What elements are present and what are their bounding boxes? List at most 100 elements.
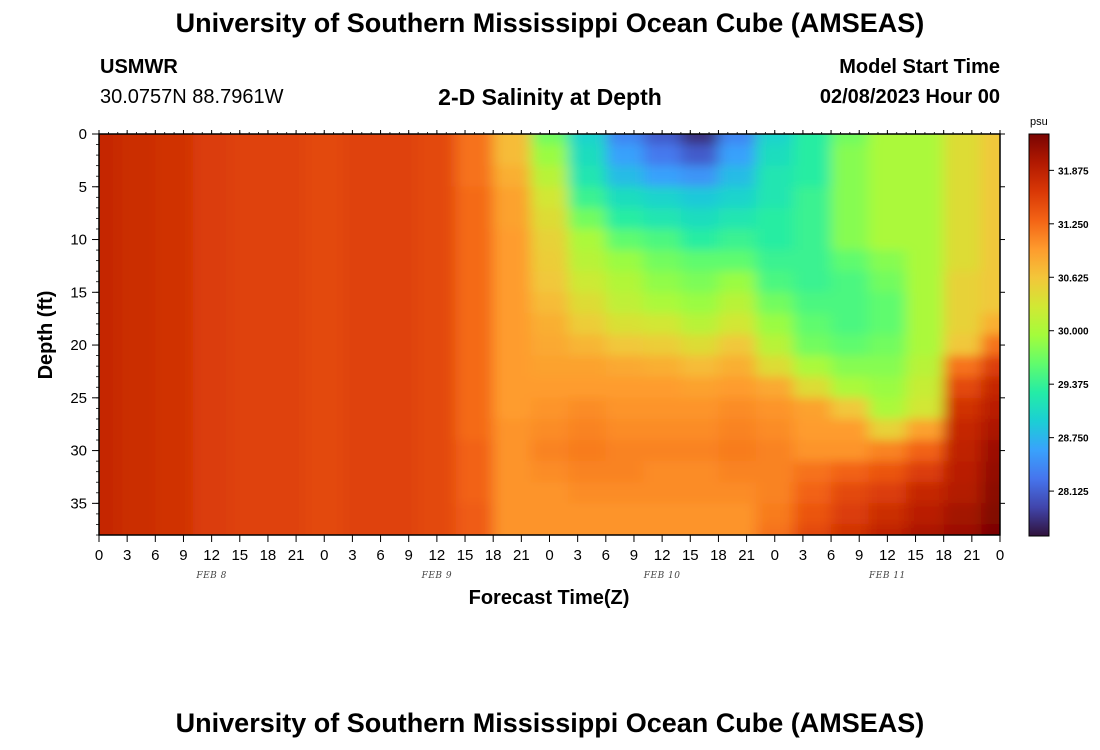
heatmap-cell — [380, 186, 419, 209]
x-tick-label: 0 — [545, 547, 553, 564]
heatmap-cell — [117, 165, 156, 188]
heatmap-cell — [868, 418, 907, 441]
heatmap-cell — [605, 313, 644, 336]
heatmap-cell — [755, 461, 795, 483]
heatmap-cell — [455, 482, 494, 504]
heatmap-cell — [605, 292, 644, 314]
x-tick-label: 21 — [964, 547, 981, 564]
heatmap-cell — [267, 186, 307, 209]
heatmap-cell — [793, 461, 832, 483]
heatmap-cell — [868, 334, 907, 357]
x-day-label: FEB 8 — [195, 571, 227, 581]
model-start-value: 02/08/2023 Hour 00 — [819, 86, 1000, 108]
heatmap-cell — [380, 134, 419, 146]
heatmap-cell — [230, 355, 269, 378]
x-day-label: FEB 9 — [421, 571, 453, 581]
heatmap-cell — [568, 228, 607, 251]
heatmap-cell — [380, 292, 419, 314]
heatmap-cell — [530, 355, 569, 378]
heatmap-cell — [530, 292, 569, 314]
y-tick-label: 0 — [79, 126, 87, 143]
heatmap-cell — [305, 207, 344, 230]
heatmap-cell — [718, 461, 757, 483]
heatmap-cell — [906, 186, 945, 209]
station-id: USMWR — [100, 56, 178, 78]
heatmap-cell — [643, 440, 682, 462]
heatmap-cell — [568, 134, 607, 146]
heatmap-cell — [943, 250, 982, 272]
heatmap-cell — [530, 482, 569, 504]
y-tick-label: 20 — [70, 337, 87, 354]
heatmap-cell — [530, 250, 569, 272]
heatmap-cell — [680, 134, 720, 146]
heatmap-cell — [643, 524, 682, 535]
heatmap-cell — [117, 397, 156, 420]
heatmap-cell — [605, 144, 644, 167]
heatmap-cell — [155, 334, 194, 357]
heatmap-cell — [943, 461, 982, 483]
heatmap-cell — [267, 461, 307, 483]
heatmap-cell — [530, 207, 569, 230]
heatmap-cell — [117, 144, 156, 167]
heatmap-cell — [192, 144, 231, 167]
heatmap-cell — [99, 397, 119, 420]
heatmap-cell — [493, 271, 532, 293]
heatmap-cell — [117, 134, 156, 146]
heatmap-cell — [343, 376, 382, 399]
heatmap-cell — [230, 397, 269, 420]
heatmap-cell — [943, 355, 982, 378]
heatmap-cell — [530, 271, 569, 293]
heatmap-cell — [380, 418, 419, 441]
heatmap-cell — [343, 134, 382, 146]
heatmap-cell — [530, 228, 569, 251]
heatmap-cell — [230, 313, 269, 336]
heatmap-cell — [718, 144, 757, 167]
heatmap-cell — [943, 144, 982, 167]
heatmap-cell — [230, 292, 269, 314]
heatmap-cell — [155, 271, 194, 293]
heatmap-cell — [305, 482, 344, 504]
heatmap-cell — [643, 503, 682, 526]
x-tick-label: 0 — [996, 547, 1004, 564]
heatmap-cell — [343, 482, 382, 504]
heatmap-cell — [755, 228, 795, 251]
heatmap-cell — [831, 313, 870, 336]
heatmap-cell — [530, 503, 569, 526]
chart-subtitle: 2-D Salinity at Depth — [438, 84, 662, 110]
heatmap-cell — [418, 165, 457, 188]
heatmap-cell — [192, 250, 231, 272]
heatmap-cell — [643, 271, 682, 293]
heatmap-cell — [643, 482, 682, 504]
colorbar-tick-label: 28.125 — [1058, 487, 1089, 498]
heatmap-cell — [943, 134, 982, 146]
heatmap-cell — [493, 292, 532, 314]
heatmap-cell — [155, 440, 194, 462]
heatmap-cell — [343, 334, 382, 357]
heatmap-cell — [868, 524, 907, 535]
heatmap-cell — [155, 503, 194, 526]
heatmap-plot-area — [99, 134, 1000, 535]
heatmap-cell — [718, 228, 757, 251]
heatmap-cell — [793, 503, 832, 526]
heatmap-cell — [868, 186, 907, 209]
heatmap-cell — [793, 186, 832, 209]
heatmap-cell — [530, 418, 569, 441]
footer-title: University of Southern Mississippi Ocean… — [175, 708, 925, 738]
heatmap-cell — [605, 376, 644, 399]
heatmap-cell — [793, 144, 832, 167]
heatmap-cell — [530, 440, 569, 462]
chart-title: University of Southern Mississippi Ocean… — [175, 8, 925, 38]
heatmap-cell — [755, 144, 795, 167]
model-start-label: Model Start Time — [839, 56, 1000, 78]
heatmap-cell — [230, 134, 269, 146]
x-tick-label: 3 — [123, 547, 131, 564]
heatmap-cell — [680, 292, 720, 314]
heatmap-cell — [117, 250, 156, 272]
heatmap-cell — [530, 397, 569, 420]
heatmap-cell — [906, 250, 945, 272]
heatmap-cell — [267, 397, 307, 420]
heatmap-cell — [343, 186, 382, 209]
heatmap-cell — [605, 440, 644, 462]
heatmap-cell — [718, 165, 757, 188]
heatmap-cell — [680, 461, 720, 483]
